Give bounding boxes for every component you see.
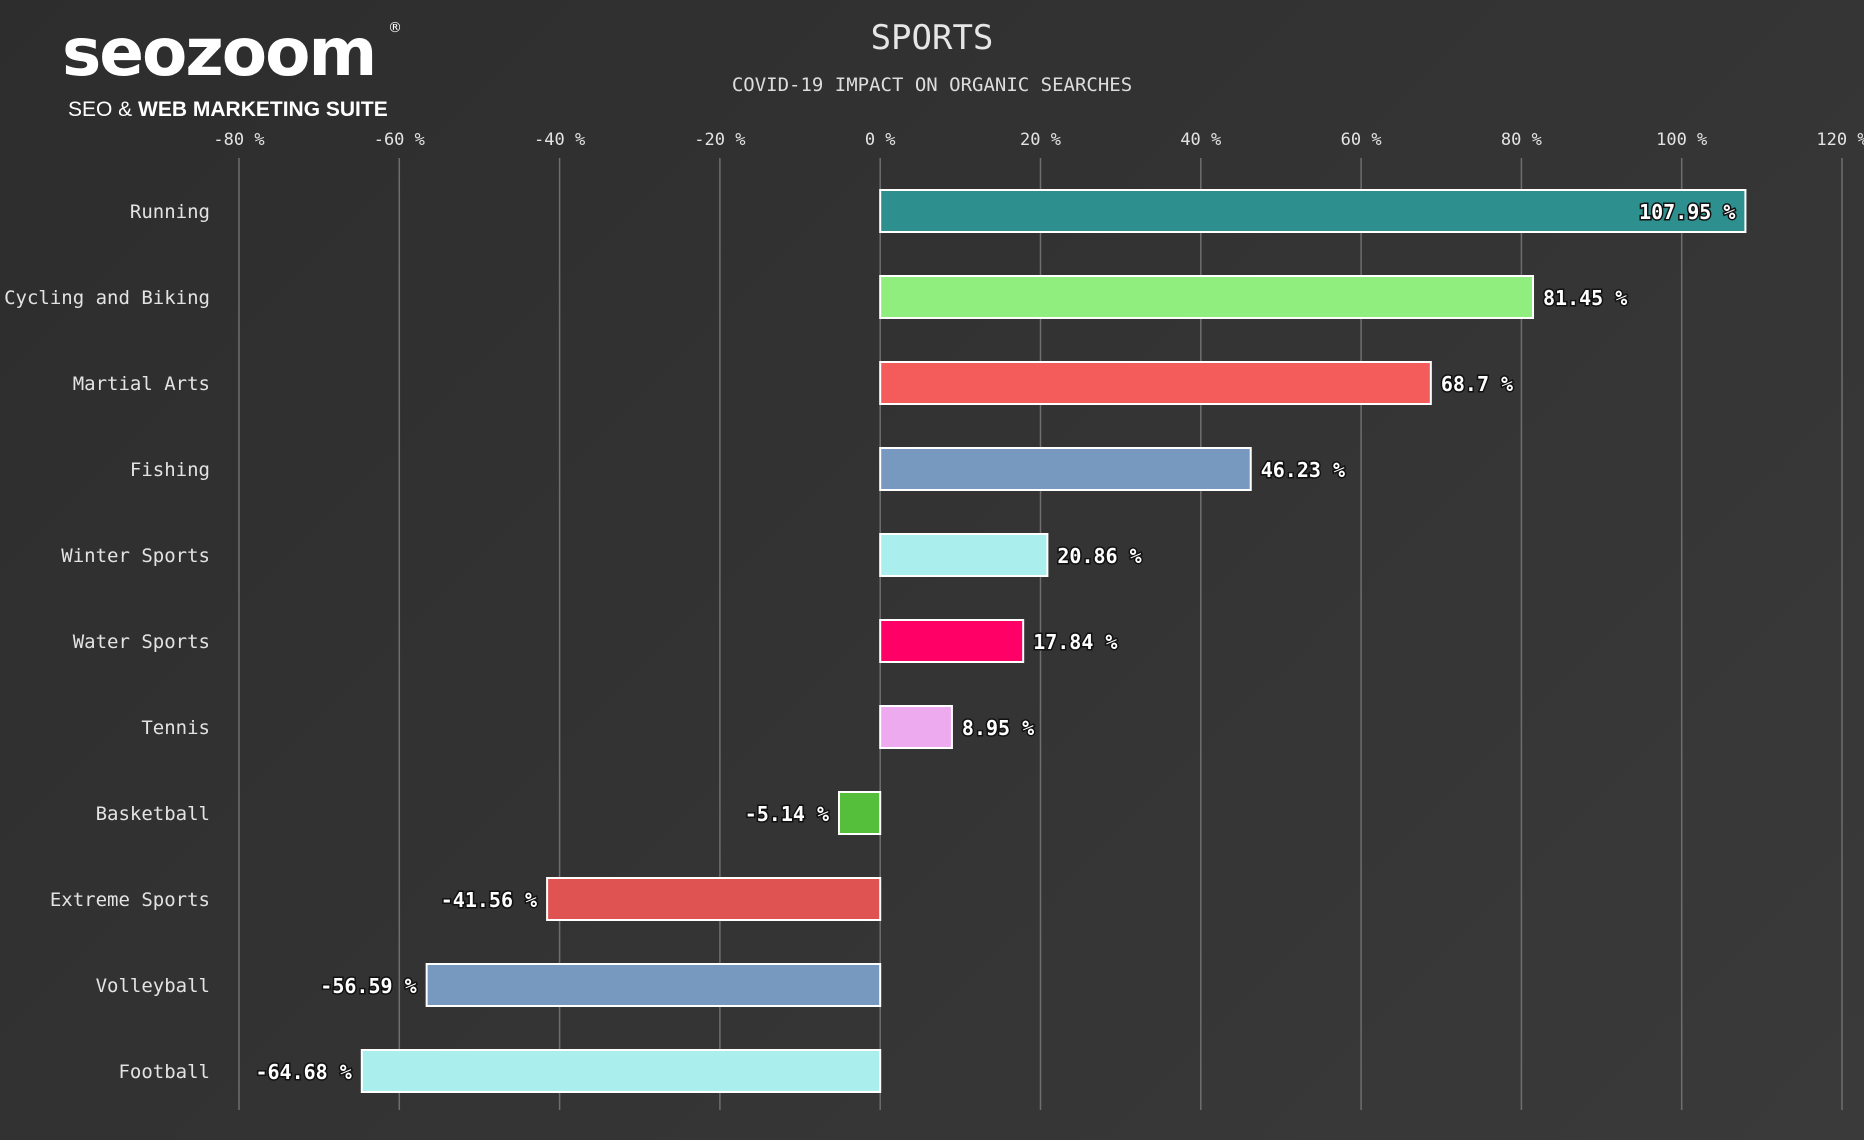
gridlines (238, 158, 1843, 1110)
x-tick-label: -20 % (694, 130, 745, 150)
logo-tagline-light: SEO & (68, 98, 133, 121)
x-tick-label: 60 % (1341, 130, 1382, 150)
category-label: Basketball (96, 803, 210, 825)
bar (879, 705, 953, 749)
registered-mark: ® (388, 20, 402, 36)
bar (546, 877, 882, 921)
data-label: 107.95 % (1639, 200, 1735, 224)
x-tick-label: -40 % (534, 130, 585, 150)
bar (879, 533, 1049, 577)
bars (360, 189, 1747, 1093)
category-label: Running (130, 201, 210, 223)
data-labels: 107.95 % 81.45 % 68.7 % 46.23 % 20.86 % 17.84… (254, 199, 1737, 1086)
x-tick-label: 80 % (1501, 130, 1542, 150)
data-label: 68.7 % (1441, 372, 1513, 396)
chart-title: SPORTS (870, 18, 994, 58)
category-label: Fishing (130, 459, 210, 481)
data-label: -64.68 % (255, 1060, 351, 1084)
data-label: 46.23 % (1261, 458, 1345, 482)
x-tick-label: 20 % (1020, 130, 1061, 150)
data-label: 81.45 % (1543, 286, 1627, 310)
bar (879, 619, 1025, 663)
chart-subtitle: COVID-19 IMPACT ON ORGANIC SEARCHES (731, 74, 1133, 96)
category-label: Volleyball (96, 975, 210, 997)
bar (879, 447, 1252, 491)
category-labels: Running Cycling and Biking Martial Arts Fis… (4, 201, 210, 1083)
category-label: Tennis (141, 717, 210, 739)
data-label: -41.56 % (441, 888, 537, 912)
category-label: Winter Sports (61, 545, 210, 567)
seozoom-logo: seozoom ® SEO & WEB MARKETING SUITE (62, 14, 422, 122)
logo-tagline-bold: WEB MARKETING SUITE (138, 98, 388, 121)
x-tick-label: -60 % (374, 130, 425, 150)
data-label: 17.84 % (1033, 630, 1117, 654)
category-label: Football (118, 1061, 210, 1083)
x-tick-label: 40 % (1180, 130, 1221, 150)
x-tick-label: -80 % (213, 130, 264, 150)
data-label: -5.14 % (745, 802, 829, 826)
category-label: Extreme Sports (50, 889, 210, 911)
logo-wordmark: seozoom (62, 14, 377, 91)
category-label: Martial Arts (73, 373, 210, 395)
data-label: 8.95 % (962, 716, 1034, 740)
x-axis-ticks: -80 % -60 % -40 % -20 % 0 % 20 % 40 % 60 % 80 % 1… (213, 130, 1864, 150)
x-tick-label: 100 % (1656, 130, 1707, 150)
x-tick-label: 120 % (1816, 130, 1864, 150)
bar (879, 361, 1432, 405)
category-label: Cycling and Biking (4, 287, 210, 309)
x-tick-label: 0 % (865, 130, 896, 150)
bar (879, 189, 1747, 233)
bar (838, 791, 882, 835)
category-label: Water Sports (73, 631, 210, 653)
bar (360, 1049, 882, 1093)
data-label: -56.59 % (320, 974, 416, 998)
bar (425, 963, 882, 1007)
data-label: 20.86 % (1057, 544, 1141, 568)
logo-tagline: SEO & WEB MARKETING SUITE (68, 98, 388, 122)
bar (879, 275, 1535, 319)
